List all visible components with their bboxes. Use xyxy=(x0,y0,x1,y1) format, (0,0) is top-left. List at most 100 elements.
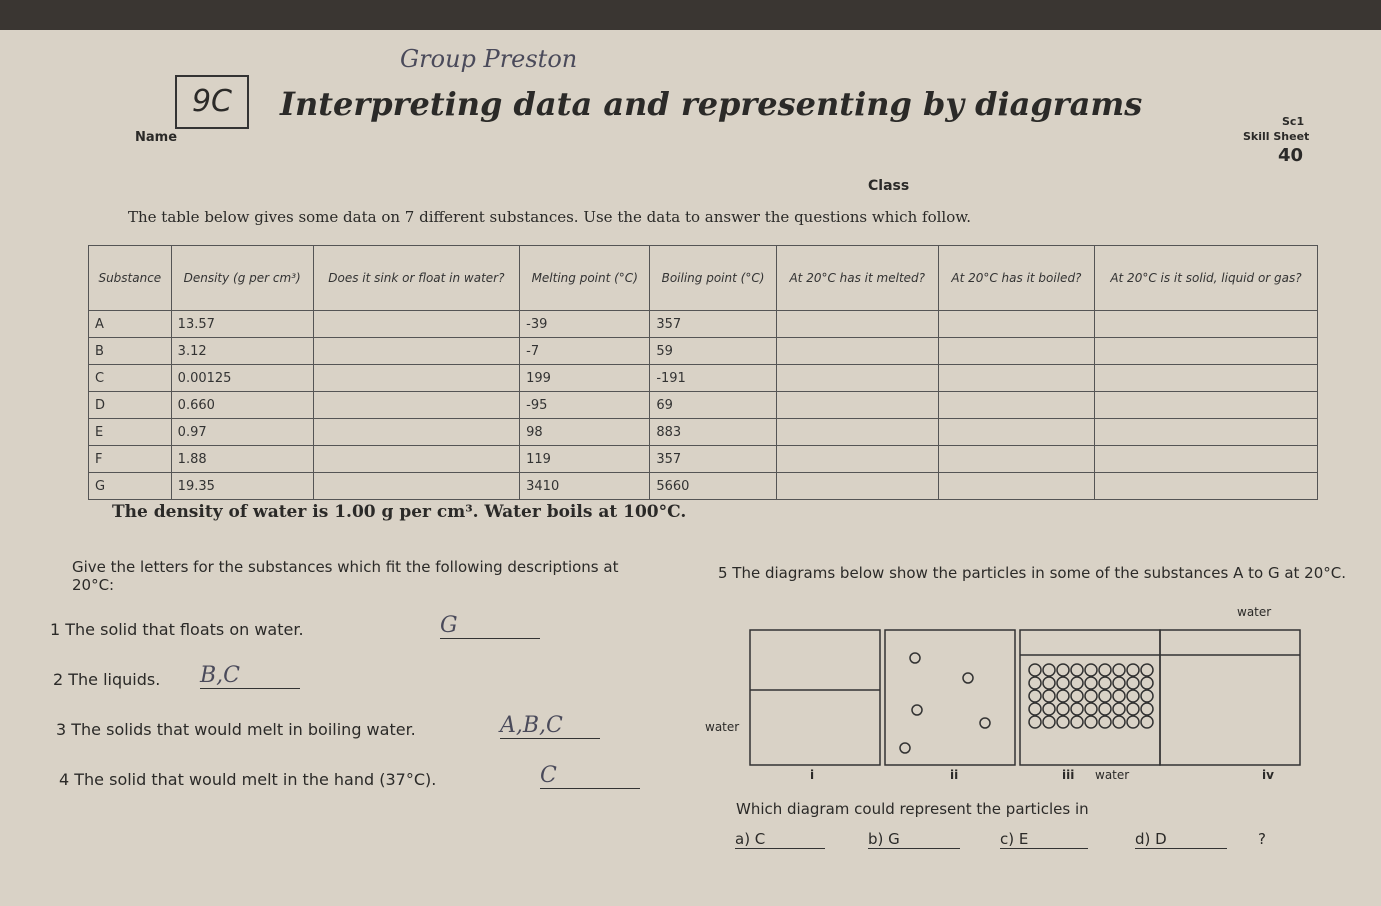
option: d) D xyxy=(1135,830,1227,849)
table-cell xyxy=(1093,391,1319,419)
table-cell: 69 xyxy=(649,391,777,419)
table-cell: 119 xyxy=(519,445,651,473)
column-header: Substance xyxy=(88,245,172,311)
skill-code: Sc1 xyxy=(1282,115,1305,128)
table-cell: 13.57 xyxy=(170,310,314,338)
table-cell xyxy=(775,472,939,500)
table-cell: G xyxy=(88,472,172,500)
water-label: water xyxy=(1237,605,1272,619)
particle-diagrams xyxy=(749,629,1301,766)
question: 3 The solids that would melt in boiling … xyxy=(56,720,416,739)
table-row: D 0.660 -95 69 xyxy=(88,391,1319,419)
diagram-label: i xyxy=(810,768,815,782)
intro: The table below gives some data on 7 dif… xyxy=(128,208,972,226)
table-cell xyxy=(937,445,1095,473)
table-cell xyxy=(937,337,1095,365)
column-header: At 20°C has it boiled? xyxy=(937,245,1095,311)
table-cell: 0.660 xyxy=(170,391,314,419)
table-cell: A xyxy=(88,310,172,338)
table-cell: 357 xyxy=(649,310,777,338)
table-cell xyxy=(1093,418,1319,446)
diagram-label: iv xyxy=(1262,768,1274,782)
table-cell: 0.97 xyxy=(170,418,314,446)
diagram-label: ii xyxy=(950,768,959,782)
table-cell: 3410 xyxy=(519,472,651,500)
column-header: At 20°C has it melted? xyxy=(775,245,939,311)
table-cell: -7 xyxy=(519,337,651,365)
table-cell xyxy=(1093,445,1319,473)
table-cell xyxy=(775,310,939,338)
diagram-label: iii xyxy=(1062,768,1075,782)
table-cell: 19.35 xyxy=(170,472,314,500)
unit-code: 9C xyxy=(175,75,249,129)
handwriting: Group Preston xyxy=(400,45,578,73)
table-cell: 199 xyxy=(519,364,651,392)
table-cell xyxy=(312,445,521,473)
column-header: Melting point (°C) xyxy=(519,245,651,311)
table-cell xyxy=(937,310,1095,338)
column-header: Does it sink or float in water? xyxy=(312,245,521,311)
option: c) E xyxy=(1000,830,1089,849)
table-cell xyxy=(775,364,939,392)
table-cell: 0.00125 xyxy=(170,364,314,392)
table-cell: 5660 xyxy=(649,472,777,500)
instructions: Give the letters for the substances whic… xyxy=(72,558,619,594)
table-row: E 0.97 98 883 xyxy=(88,418,1319,446)
table-cell: F xyxy=(88,445,172,473)
column-header: At 20°C is it solid, liquid or gas? xyxy=(1093,245,1319,311)
table-cell xyxy=(1093,337,1319,365)
table-cell xyxy=(937,418,1095,446)
answer: C xyxy=(540,763,640,789)
answer: A,B,C xyxy=(500,713,600,739)
question-end: ? xyxy=(1258,830,1266,848)
table-cell xyxy=(312,418,521,446)
option: b) G xyxy=(868,830,960,849)
column-header: Density (g per cm³) xyxy=(170,245,314,311)
title: Interpreting data and representing by di… xyxy=(280,85,1143,123)
table-cell: -191 xyxy=(649,364,777,392)
question: 1 The solid that floats on water. xyxy=(50,620,304,639)
table-cell: B xyxy=(88,337,172,365)
table-row: C 0.00125 199 -191 xyxy=(88,364,1319,392)
table-row: A 13.57 -39 357 xyxy=(88,310,1319,338)
question-5: 5 The diagrams below show the particles … xyxy=(718,564,1347,582)
water-label: water xyxy=(705,720,740,734)
table-cell xyxy=(312,337,521,365)
table-cell: 357 xyxy=(649,445,777,473)
note: The density of water is 1.00 g per cm³. … xyxy=(112,502,687,522)
table-cell xyxy=(312,391,521,419)
table-cell xyxy=(937,391,1095,419)
table-cell xyxy=(1093,364,1319,392)
table-cell xyxy=(775,391,939,419)
table-cell xyxy=(1093,472,1319,500)
name-label: Name xyxy=(135,130,178,145)
question-5-prompt: Which diagram could represent the partic… xyxy=(736,800,1089,818)
water-label: water xyxy=(1095,768,1130,782)
table-cell: -39 xyxy=(519,310,651,338)
table-row: B 3.12 -7 59 xyxy=(88,337,1319,365)
table-cell: 59 xyxy=(649,337,777,365)
table-cell xyxy=(312,472,521,500)
table-cell xyxy=(775,445,939,473)
option: a) C xyxy=(735,830,826,849)
table-cell: 3.12 xyxy=(170,337,314,365)
table-cell xyxy=(775,337,939,365)
table-cell xyxy=(312,310,521,338)
table-cell: 98 xyxy=(519,418,651,446)
data-table: Substance Density (g per cm³) Does it sink… xyxy=(88,245,1319,500)
table-cell: E xyxy=(88,418,172,446)
table-cell xyxy=(937,364,1095,392)
table-cell: 1.88 xyxy=(170,445,314,473)
table-cell xyxy=(312,364,521,392)
worksheet: Group Preston 9C Interpreting data and r… xyxy=(0,30,1381,906)
table-cell: C xyxy=(88,364,172,392)
skill-label: Skill Sheet xyxy=(1243,130,1310,143)
table-cell: 883 xyxy=(649,418,777,446)
table-cell xyxy=(775,418,939,446)
question: 4 The solid that would melt in the hand … xyxy=(59,770,437,789)
answer: B,C xyxy=(200,663,300,689)
table-cell: -95 xyxy=(519,391,651,419)
table-cell xyxy=(1093,310,1319,338)
column-header: Boiling point (°C) xyxy=(649,245,777,311)
